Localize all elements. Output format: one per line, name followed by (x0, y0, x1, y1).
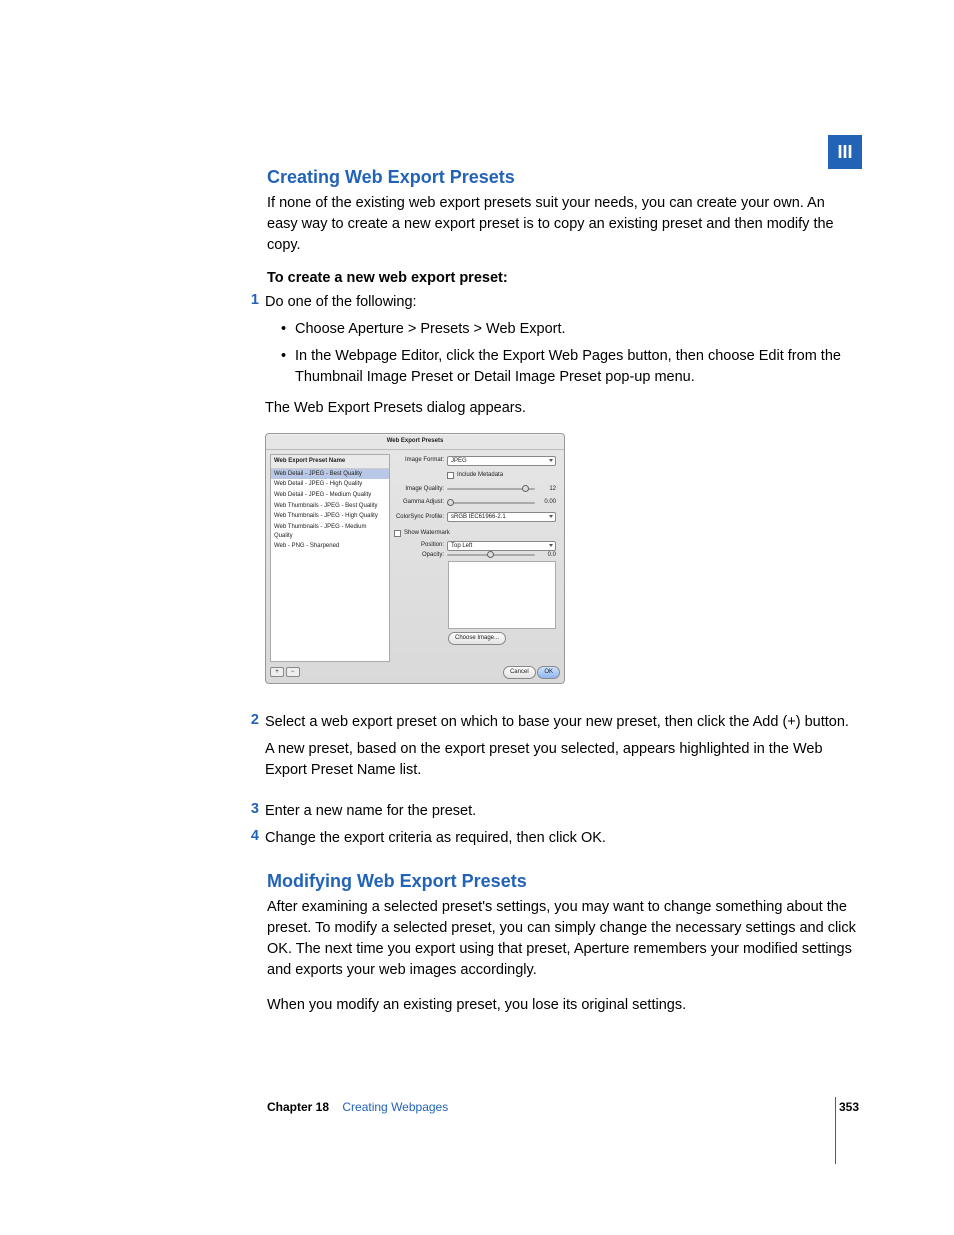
step-4: 4 Change the export criteria as required… (267, 828, 859, 849)
opacity-value: 0.0 (538, 551, 556, 560)
opacity-slider[interactable] (447, 554, 535, 556)
gamma-value: 0.00 (538, 498, 556, 507)
bullet-item: In the Webpage Editor, click the Export … (281, 346, 859, 388)
step-number: 2 (245, 712, 265, 795)
list-item[interactable]: Web Thumbnails - JPEG - High Quality (271, 511, 389, 522)
list-item[interactable]: Web Thumbnails - JPEG - Medium Quality (271, 522, 389, 541)
list-item[interactable]: Web Detail - JPEG - High Quality (271, 479, 389, 490)
step-1-result: The Web Export Presets dialog appears. (265, 398, 859, 419)
web-export-presets-dialog: Web Export Presets Web Export Preset Nam… (265, 433, 565, 683)
list-item[interactable]: Web Detail - JPEG - Medium Quality (271, 490, 389, 501)
heading-modifying: Modifying Web Export Presets (267, 871, 859, 892)
modifying-p2: When you modify an existing preset, you … (267, 995, 859, 1016)
step-1-text: Do one of the following: (265, 292, 859, 313)
ok-button[interactable]: OK (537, 666, 560, 679)
step-4-text: Change the export criteria as required, … (265, 828, 859, 849)
watermark-preview (448, 561, 556, 629)
procedure-lead: To create a new web export preset: (267, 270, 859, 286)
step-2-result: A new preset, based on the export preset… (265, 739, 859, 781)
gamma-slider[interactable] (447, 502, 535, 504)
include-metadata-label: Include Metadata (457, 471, 503, 480)
step-1-bullets: Choose Aperture > Presets > Web Export. … (281, 319, 859, 388)
image-format-select[interactable]: JPEG (447, 456, 556, 466)
show-watermark-label: Show Watermark (404, 529, 450, 538)
step-3: 3 Enter a new name for the preset. (267, 801, 859, 822)
footer-title: Creating Webpages (342, 1100, 448, 1114)
opacity-label: Opacity: (394, 551, 444, 560)
add-button[interactable]: + (270, 667, 284, 677)
preset-list[interactable]: Web Export Preset Name Web Detail - JPEG… (270, 454, 390, 662)
step-1: 1 Do one of the following: Choose Apertu… (267, 292, 859, 705)
step-2-text: Select a web export preset on which to b… (265, 712, 859, 733)
preset-list-header: Web Export Preset Name (271, 455, 389, 469)
footer-chapter: Chapter 18 (267, 1100, 329, 1114)
step-number: 3 (245, 801, 265, 822)
heading-creating: Creating Web Export Presets (267, 167, 859, 188)
modifying-p1: After examining a selected preset's sett… (267, 897, 859, 981)
colorsync-select[interactable]: sRGB IEC61966-2.1 (447, 512, 556, 522)
list-item[interactable]: Web Detail - JPEG - Best Quality (271, 469, 389, 480)
list-item[interactable]: Web Thumbnails - JPEG - Best Quality (271, 501, 389, 512)
intro-paragraph: If none of the existing web export prese… (267, 193, 859, 256)
step-2: 2 Select a web export preset on which to… (267, 712, 859, 795)
step-number: 4 (245, 828, 265, 849)
colorsync-label: ColorSync Profile: (394, 513, 444, 522)
bullet-item: Choose Aperture > Presets > Web Export. (281, 319, 859, 340)
step-3-text: Enter a new name for the preset. (265, 801, 859, 822)
position-select[interactable]: Top Left (447, 541, 556, 551)
part-badge: III (828, 135, 862, 169)
image-quality-value: 12 (538, 485, 556, 494)
footer-page-number: 353 (839, 1100, 859, 1114)
include-metadata-checkbox[interactable] (447, 472, 454, 479)
image-quality-label: Image Quality: (394, 485, 444, 494)
remove-button[interactable]: − (286, 667, 300, 677)
show-watermark-checkbox[interactable] (394, 530, 401, 537)
page-content: Creating Web Export Presets If none of t… (267, 167, 859, 1030)
image-quality-slider[interactable] (447, 488, 535, 490)
dialog-title: Web Export Presets (266, 434, 564, 450)
list-item[interactable]: Web - PNG - Sharpened (271, 541, 389, 552)
position-label: Position: (394, 541, 444, 550)
step-number: 1 (245, 292, 265, 705)
choose-image-button[interactable]: Choose Image... (448, 632, 506, 645)
image-format-label: Image Format: (394, 456, 444, 465)
cancel-button[interactable]: Cancel (503, 666, 536, 679)
page-footer: Chapter 18 Creating Webpages 353 (267, 1100, 859, 1114)
gamma-label: Gamma Adjust: (394, 498, 444, 507)
